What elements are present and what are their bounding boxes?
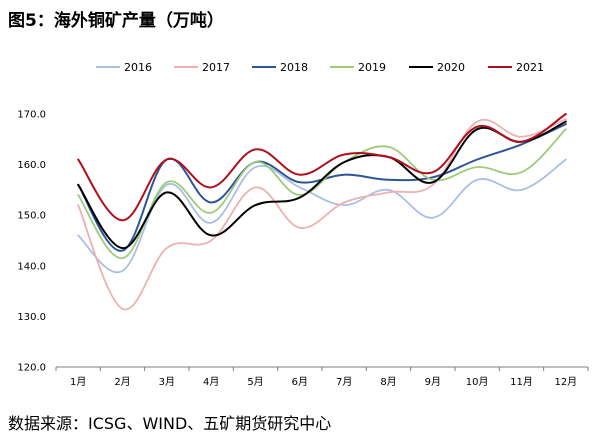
y-tick-label: 130.0 [17, 312, 46, 323]
x-tick-label: 4月 [203, 376, 219, 388]
series-line-2016 [77, 158, 567, 274]
chart-title: 图5：海外铜矿产量（万吨） [8, 11, 224, 31]
legend-item-2021: 2021 [488, 61, 544, 74]
data-source-note: 数据来源：ICSG、WIND、五矿期货研究中心 [8, 414, 332, 433]
x-tick-label: 1月 [70, 376, 86, 388]
series-line-2018 [77, 123, 567, 252]
x-tick-label: 7月 [336, 376, 352, 388]
y-tick-label: 170.0 [17, 110, 46, 121]
legend-item-2017: 2017 [174, 61, 230, 74]
x-tick-label: 3月 [159, 376, 175, 388]
series-line-2017 [77, 118, 567, 311]
legend-label: 2020 [437, 61, 465, 74]
x-tick-label: 5月 [247, 376, 263, 388]
x-tick-label: 8月 [380, 376, 396, 388]
y-tick-label: 150.0 [17, 211, 46, 222]
series-line-2021 [77, 113, 567, 222]
x-tick-label: 6月 [292, 376, 308, 388]
legend-item-2020: 2020 [409, 61, 465, 74]
legend-label: 2016 [124, 61, 152, 74]
legend-item-2016: 2016 [96, 61, 152, 74]
legend-label: 2019 [358, 61, 386, 74]
x-tick-label: 11月 [510, 376, 533, 388]
x-axis: 1月 2月 3月 4月 5月 6月 7月 8月 9月 10月 11月 12月 [55, 366, 589, 388]
x-tick-label: 12月 [554, 376, 577, 388]
legend-item-2019: 2019 [330, 61, 386, 74]
y-axis: 120.0 130.0 140.0 150.0 160.0 170.0 [17, 110, 46, 374]
series-lines [77, 113, 567, 311]
legend-label: 2021 [516, 61, 544, 74]
chart-legend: 2016 2017 2018 2019 2020 2021 [96, 61, 544, 74]
x-tick-label: 2月 [114, 376, 130, 388]
x-tick-label: 10月 [466, 376, 489, 388]
legend-item-2018: 2018 [252, 61, 308, 74]
legend-label: 2018 [280, 61, 308, 74]
y-tick-label: 160.0 [17, 160, 46, 171]
y-tick-label: 140.0 [17, 261, 46, 272]
y-tick-label: 120.0 [17, 363, 46, 374]
x-tick-label: 9月 [425, 376, 441, 388]
series-line-2019 [77, 128, 567, 260]
series-line-2020 [77, 120, 567, 250]
legend-label: 2017 [202, 61, 230, 74]
